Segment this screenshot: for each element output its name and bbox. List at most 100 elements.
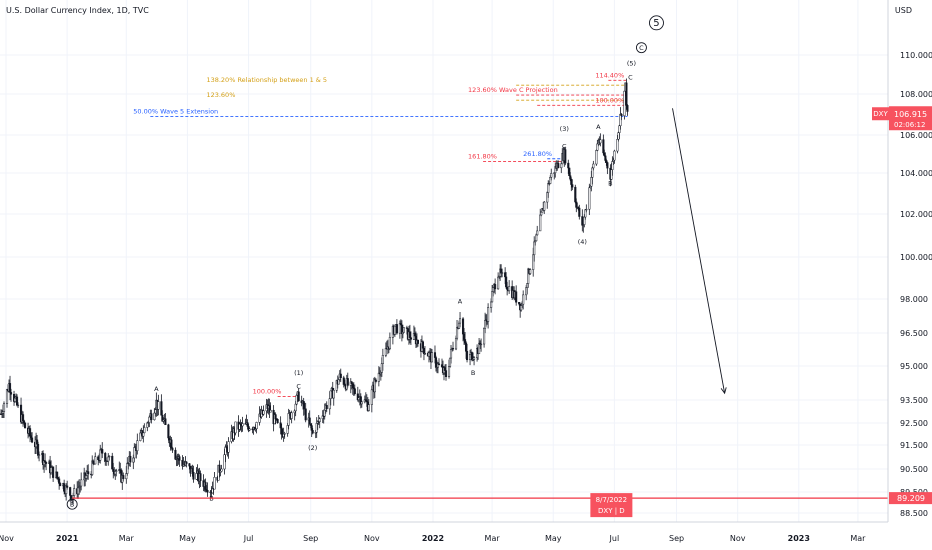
candle-body (2, 403, 6, 412)
candle-body (518, 301, 521, 305)
wave-label: C (639, 44, 644, 52)
candle-body (520, 305, 523, 311)
fib-level-label: 123.60% Wave C Projection (468, 86, 558, 94)
candle-body (255, 422, 258, 429)
candle-body (63, 483, 66, 492)
candle-body (16, 404, 20, 407)
candle-body (139, 432, 142, 441)
candle-body (357, 397, 360, 401)
wave-label: B (608, 179, 612, 187)
candle-body (564, 149, 567, 164)
candle-body (276, 419, 279, 424)
candle-body (30, 435, 33, 439)
time-axis[interactable]: Nov 2021 Mar May Jul Sep Nov 2022 Mar May Jul Sep No… (0, 521, 888, 543)
candle-body (50, 467, 53, 474)
candle-body (567, 162, 570, 169)
candle-body (115, 470, 118, 472)
candle-body (192, 472, 195, 480)
candle-body (374, 379, 377, 382)
candle-body (590, 177, 593, 187)
wave-label: (2) (308, 444, 317, 452)
wave-label: C (628, 73, 633, 81)
candle-body (293, 410, 296, 414)
candle-body (588, 187, 591, 210)
candle-body (532, 254, 535, 270)
candle-body (94, 456, 97, 465)
candle-body (339, 373, 342, 379)
candle-body (370, 389, 373, 405)
x-tick-label: Nov (364, 534, 380, 543)
candle-body (80, 479, 83, 487)
candle-body (170, 439, 173, 449)
candle-body (104, 453, 107, 462)
candle-body (444, 370, 448, 377)
candle-body (413, 333, 416, 337)
candle-body (204, 481, 207, 490)
x-tick-label: 2023 (788, 534, 810, 543)
candle-body (125, 473, 128, 480)
wave-label: A (458, 298, 463, 306)
candle-body (153, 412, 156, 421)
candle-body (570, 178, 573, 185)
bottom-badge (889, 492, 932, 505)
x-tick-label: May (179, 534, 196, 543)
candle-body (480, 343, 483, 346)
candle-body (286, 425, 289, 434)
y-tick-label: 88.500 (900, 509, 928, 518)
candle-body (447, 366, 451, 377)
candle-body (308, 417, 311, 425)
candle-body (150, 413, 153, 421)
candle-body (309, 423, 312, 426)
candle-body (223, 454, 226, 470)
candle-body (604, 155, 607, 161)
candle-body (393, 325, 396, 335)
candle-body (290, 412, 293, 419)
x-tick-label: Sep (303, 534, 318, 543)
price-axis[interactable]: 88.50089.50090.50091.50092.50093.50095.0… (887, 0, 932, 522)
symbol-badge-text: DXY (873, 110, 888, 118)
candle-body (220, 468, 223, 472)
y-tick-label: 104.000 (900, 169, 932, 178)
candle-body (185, 461, 188, 464)
candle-body (167, 424, 170, 439)
candle-body (213, 477, 216, 490)
candle-body (497, 276, 500, 290)
chart-title: U.S. Dollar Currency Index, 1D, TVC (6, 6, 149, 15)
candle-body (133, 447, 136, 459)
candle-body (617, 132, 620, 140)
candle-body (269, 409, 272, 413)
candle-body (350, 381, 353, 385)
currency-unit: USD (894, 6, 912, 15)
candle-body (490, 301, 493, 308)
wave-label: B (471, 369, 475, 377)
fib-level-label: 100.00% (253, 388, 282, 396)
x-tick-label: Mar (119, 534, 135, 543)
candle-body (494, 284, 497, 290)
candle-body (504, 272, 507, 278)
candle-body (367, 404, 370, 411)
candle-body (591, 167, 594, 178)
candle-body (37, 443, 40, 456)
y-tick-label: 98.000 (900, 295, 928, 304)
candle-body (29, 428, 32, 436)
candle-body (148, 416, 151, 423)
candle-body (126, 462, 129, 474)
candle-body (315, 423, 318, 433)
candle-body (471, 352, 474, 361)
candle-body (449, 349, 453, 359)
candle-body (592, 163, 595, 169)
candle-body (31, 437, 34, 443)
candle-body (112, 468, 115, 472)
candle-body (506, 286, 509, 290)
candle-body (491, 291, 494, 303)
candle-body (199, 473, 202, 481)
candle-body (23, 420, 26, 424)
candle-body (484, 320, 487, 329)
wave-label: (4) (578, 238, 587, 246)
candle-body (164, 418, 167, 426)
candle-body (302, 401, 305, 410)
candle-body (543, 201, 546, 211)
candle-body (416, 339, 419, 344)
y-tick-label: 110.000 (900, 51, 932, 60)
